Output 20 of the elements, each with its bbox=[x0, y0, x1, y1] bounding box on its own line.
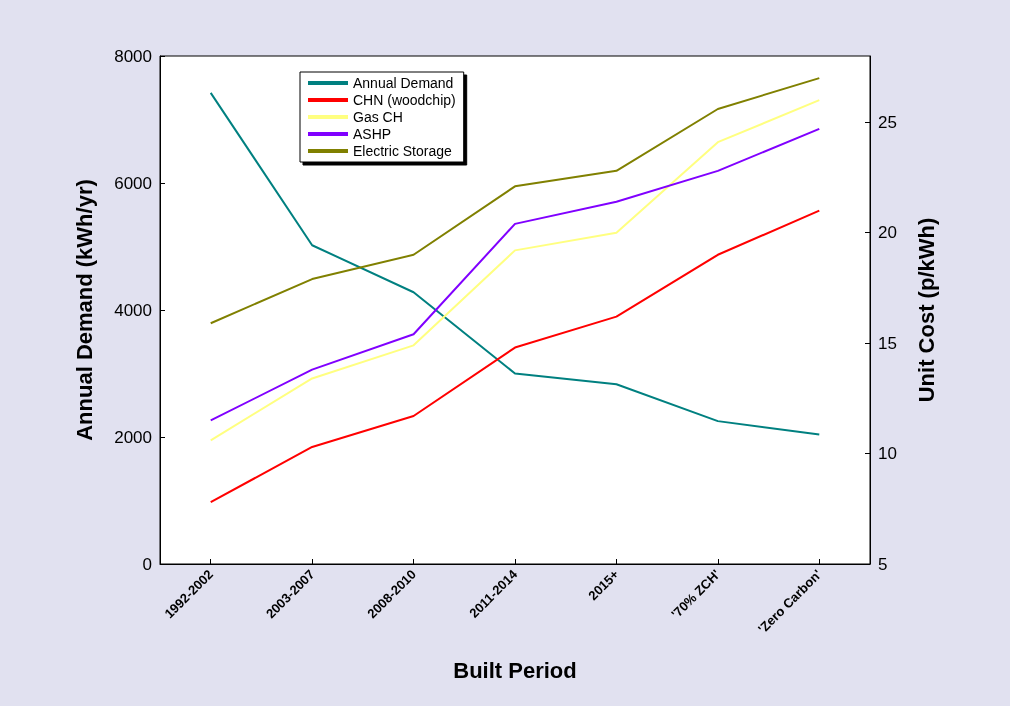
x-axis-title: Built Period bbox=[453, 657, 577, 683]
y-tick-label: 0 bbox=[142, 554, 152, 574]
legend-label: Annual Demand bbox=[353, 75, 454, 91]
line-series bbox=[209, 77, 821, 325]
y-tick-label: 6000 bbox=[114, 173, 152, 193]
y-tick-label: 2000 bbox=[114, 427, 152, 447]
y2-tick-label: 5 bbox=[878, 554, 888, 574]
legend-label: Gas CH bbox=[353, 109, 403, 125]
y-tick-label: 8000 bbox=[114, 46, 152, 66]
line-series bbox=[209, 209, 821, 504]
y2-tick-label: 15 bbox=[878, 333, 897, 353]
y2-tick-label: 10 bbox=[878, 444, 897, 464]
legend-label: ASHP bbox=[353, 126, 392, 142]
y2-tick-label: 20 bbox=[878, 223, 897, 243]
y-axis-title: Annual Demand (kWh/yr) bbox=[71, 179, 97, 441]
y2-axis-title: Unit Cost (p/kWh) bbox=[913, 217, 939, 403]
legend-label: CHN (woodchip) bbox=[353, 92, 456, 108]
y2-tick-label: 25 bbox=[878, 112, 897, 132]
y-tick-label: 4000 bbox=[114, 300, 152, 320]
legend-label: Electric Storage bbox=[353, 143, 453, 159]
